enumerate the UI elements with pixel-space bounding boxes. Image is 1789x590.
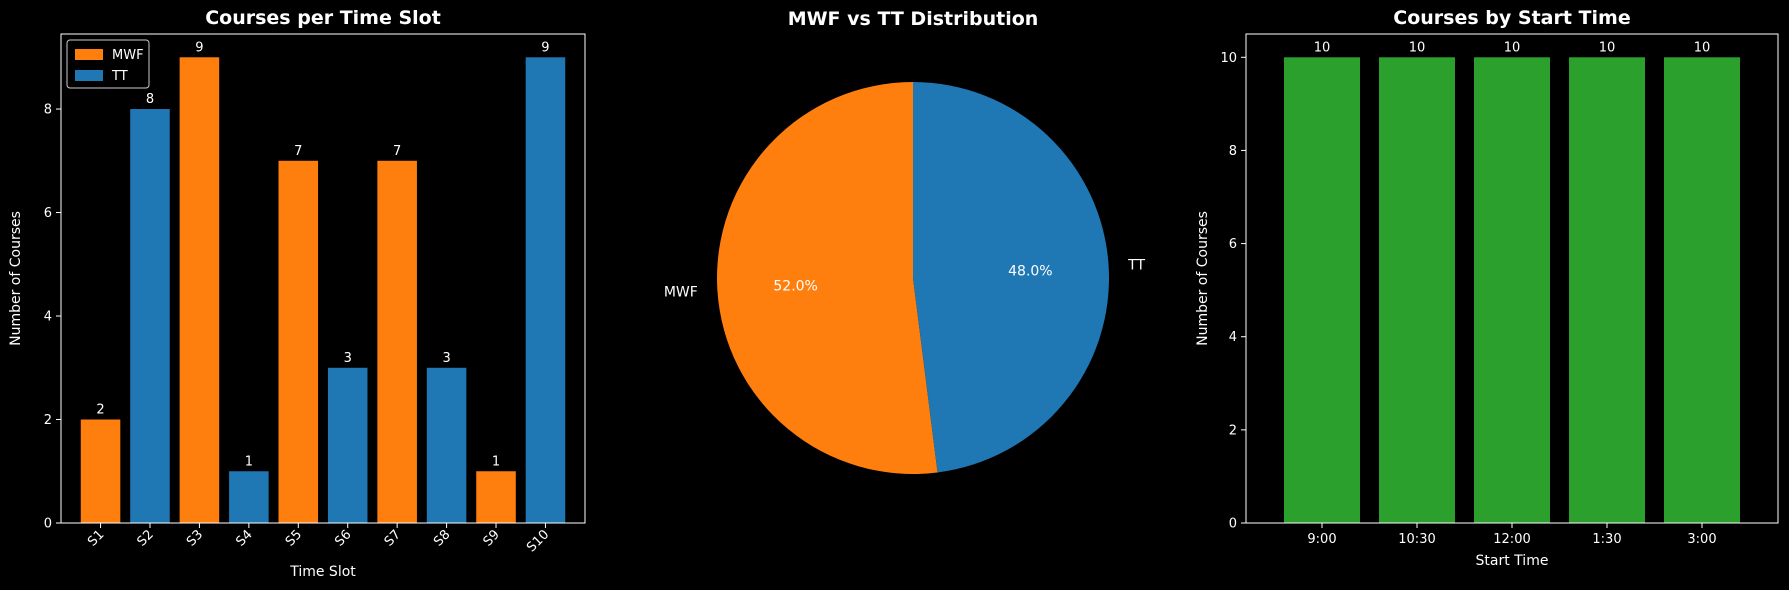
bar-s6 xyxy=(327,367,368,523)
data-label-1-30: 10 xyxy=(1599,40,1616,55)
y-tick-label: 10 xyxy=(1220,51,1237,66)
bar-9-00 xyxy=(1284,57,1360,524)
x-tick-label-1-30: 1:30 xyxy=(1592,532,1621,547)
legend-label-tt: TT xyxy=(111,69,128,84)
chart-title: Courses by Start Time xyxy=(1393,7,1630,29)
bar-s2 xyxy=(130,109,170,524)
y-tick-label: 0 xyxy=(44,517,52,532)
legend-label-mwf: MWF xyxy=(112,48,144,63)
bar-12-00 xyxy=(1474,57,1550,524)
x-tick-label-10-30: 10:30 xyxy=(1398,532,1435,547)
bar-s8 xyxy=(426,367,467,523)
x-tick-label-3-00: 3:00 xyxy=(1687,532,1716,547)
chart-courses-by-start-time: Courses by Start Time 10 10 10 10 10 0 2 4 6 8 10 9:… xyxy=(1195,7,1779,569)
x-axis-label: Time Slot xyxy=(289,564,356,580)
x-tick-label-12-00: 12:00 xyxy=(1493,532,1530,547)
data-label-s9: 1 xyxy=(492,454,500,469)
data-label-12-00: 10 xyxy=(1504,40,1521,55)
chart-title: Courses per Time Slot xyxy=(205,7,441,29)
y-tick-label: 4 xyxy=(44,310,52,325)
bar-s1 xyxy=(80,419,121,523)
pie-slice-tt xyxy=(913,82,1109,473)
y-tick-label: 8 xyxy=(1229,144,1237,159)
pie-label-tt: TT xyxy=(1127,257,1145,273)
bar-1-30 xyxy=(1569,57,1645,524)
chart-title: MWF vs TT Distribution xyxy=(788,8,1039,30)
data-label-s1: 2 xyxy=(96,403,104,418)
chart-mwf-vs-tt-distribution: MWF vs TT Distribution MWF 52.0% TT 48.0% xyxy=(664,8,1145,474)
bar-10-30 xyxy=(1379,57,1455,524)
data-label-9-00: 10 xyxy=(1314,40,1331,55)
y-axis-label: Number of Courses xyxy=(1195,211,1211,346)
legend: MWF TT xyxy=(66,39,150,89)
data-label-s2: 8 xyxy=(146,92,154,107)
bar-s9 xyxy=(476,471,516,523)
x-axis-label: Start Time xyxy=(1476,553,1549,569)
legend-swatch-tt xyxy=(75,70,103,81)
y-tick-label: 0 xyxy=(1229,517,1237,532)
y-tick-label: 6 xyxy=(44,206,52,221)
pie-percent-tt: 48.0% xyxy=(1008,264,1052,280)
data-label-s5: 7 xyxy=(294,144,302,159)
pie-percent-mwf: 52.0% xyxy=(773,278,817,294)
pie-label-mwf: MWF xyxy=(664,285,698,301)
bar-s4 xyxy=(229,471,269,523)
x-tick-label-9-00: 9:00 xyxy=(1307,532,1336,547)
bar-s7 xyxy=(377,160,417,523)
plot-frame xyxy=(60,33,586,524)
pie-slice-mwf xyxy=(716,82,938,474)
data-label-3-00: 10 xyxy=(1694,40,1711,55)
legend-swatch-mwf xyxy=(75,49,103,60)
data-label-s8: 3 xyxy=(442,351,450,366)
y-axis-label: Number of Courses xyxy=(8,211,24,346)
y-tick-label: 8 xyxy=(44,103,52,118)
data-label-s3: 9 xyxy=(195,40,203,55)
y-tick-label: 2 xyxy=(44,413,52,428)
data-label-s10: 9 xyxy=(541,40,549,55)
bar-3-00 xyxy=(1664,57,1740,524)
data-label-s7: 7 xyxy=(393,144,401,159)
bar-s3 xyxy=(179,57,220,524)
y-tick-label: 2 xyxy=(1229,423,1237,438)
data-label-s6: 3 xyxy=(344,351,352,366)
y-tick-label: 4 xyxy=(1229,330,1237,345)
y-tick-label: 6 xyxy=(1229,237,1237,252)
bar-s10 xyxy=(525,57,566,524)
data-label-10-30: 10 xyxy=(1409,40,1426,55)
data-label-s4: 1 xyxy=(245,454,253,469)
bar-s5 xyxy=(278,160,319,523)
